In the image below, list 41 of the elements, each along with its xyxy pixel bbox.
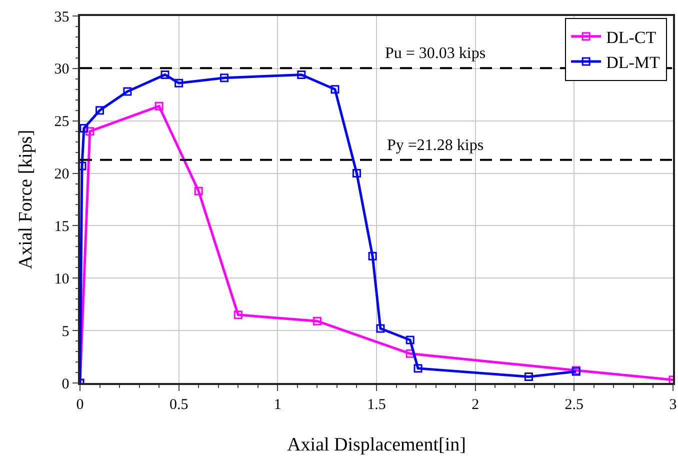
point bbox=[234, 310, 242, 320]
ref-line-label: Pu = 30.03 kips bbox=[385, 45, 486, 62]
point bbox=[352, 169, 361, 178]
x-axis-title: Axial Displacement[in] bbox=[287, 434, 466, 456]
point bbox=[297, 70, 306, 79]
point bbox=[524, 372, 533, 381]
point bbox=[406, 336, 414, 344]
point bbox=[154, 102, 164, 110]
y-tick-label: 0 bbox=[62, 376, 70, 392]
point bbox=[220, 74, 229, 82]
ref-line-label: Py =21.28 kips bbox=[387, 137, 484, 154]
point bbox=[376, 324, 385, 333]
y-tick-label: 25 bbox=[54, 114, 70, 130]
y-axis-title: Axial Force [kips] bbox=[16, 130, 36, 270]
point bbox=[312, 316, 322, 326]
y-tick-label: 5 bbox=[62, 324, 70, 340]
point bbox=[414, 364, 422, 373]
x-tick-label: 3 bbox=[669, 396, 677, 413]
y-tick-label: 35 bbox=[54, 9, 70, 26]
point bbox=[330, 85, 340, 94]
point bbox=[96, 106, 104, 115]
x-tick-label: 1.5 bbox=[367, 396, 386, 413]
x-tick-label: 2.5 bbox=[564, 396, 584, 413]
y-tick-label: 15 bbox=[54, 218, 70, 235]
point bbox=[194, 186, 203, 196]
x-tick-label: 2 bbox=[472, 396, 480, 413]
point bbox=[406, 349, 414, 358]
point bbox=[80, 124, 88, 132]
legend-label: DL-CT bbox=[606, 28, 657, 48]
point bbox=[174, 78, 184, 88]
point bbox=[160, 70, 170, 79]
y-tick-label: 30 bbox=[54, 62, 70, 78]
x-tick-label: 1 bbox=[274, 396, 282, 413]
x-tick-label: 0 bbox=[76, 396, 84, 413]
y-tick-label: 20 bbox=[54, 166, 70, 183]
point bbox=[86, 127, 94, 136]
legend-label: DL-MT bbox=[606, 53, 661, 72]
y-tick-label: 10 bbox=[54, 271, 70, 288]
x-tick-label: 0.5 bbox=[169, 396, 188, 413]
point bbox=[368, 252, 377, 260]
point bbox=[123, 87, 132, 96]
